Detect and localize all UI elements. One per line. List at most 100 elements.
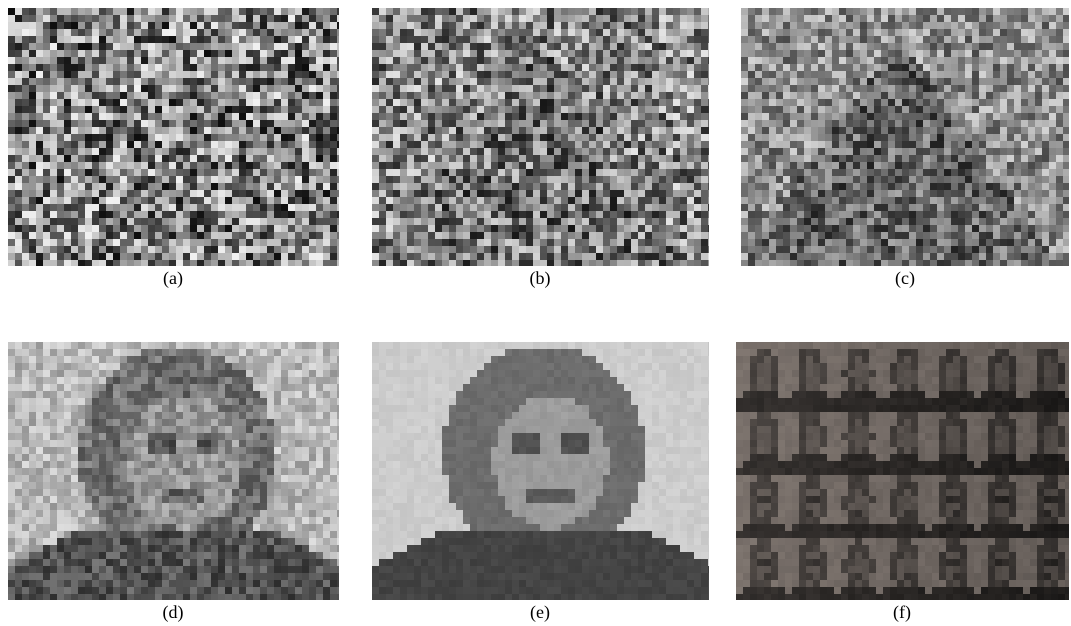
pixel xyxy=(190,225,197,232)
pixel xyxy=(839,155,846,162)
pixel xyxy=(379,8,386,15)
pixel xyxy=(839,169,846,176)
pixel xyxy=(652,113,659,120)
pixel xyxy=(860,71,867,78)
pixel xyxy=(120,71,127,78)
pixel xyxy=(484,253,491,260)
pixel xyxy=(470,22,477,29)
pixel xyxy=(701,85,708,92)
pixel xyxy=(769,155,776,162)
pixel xyxy=(463,260,470,266)
pixel xyxy=(631,169,638,176)
pixel xyxy=(414,78,421,85)
pixel xyxy=(694,127,701,134)
pixel xyxy=(211,64,218,71)
pixel xyxy=(554,141,561,148)
pixel xyxy=(1000,211,1007,218)
pixel xyxy=(57,8,64,15)
pixel xyxy=(148,120,155,127)
pixel xyxy=(666,15,673,22)
pixel xyxy=(776,197,783,204)
pixel xyxy=(456,246,463,253)
pixel xyxy=(8,162,15,169)
pixel xyxy=(568,64,575,71)
pixel xyxy=(92,78,99,85)
pixel xyxy=(50,64,57,71)
pixel xyxy=(575,120,582,127)
pixel xyxy=(204,71,211,78)
pixel xyxy=(316,155,323,162)
pixel xyxy=(169,85,176,92)
pixel xyxy=(330,253,337,260)
pixel xyxy=(323,22,330,29)
pixel xyxy=(407,85,414,92)
pixel xyxy=(993,190,1000,197)
pixel xyxy=(937,71,944,78)
pixel xyxy=(811,155,818,162)
pixel xyxy=(400,64,407,71)
pixel xyxy=(972,155,979,162)
pixel xyxy=(680,162,687,169)
pixel xyxy=(825,15,832,22)
pixel xyxy=(78,120,85,127)
pixel xyxy=(804,106,811,113)
pixel xyxy=(589,106,596,113)
pixel xyxy=(937,155,944,162)
pixel xyxy=(659,78,666,85)
pixel xyxy=(155,211,162,218)
pixel xyxy=(50,99,57,106)
pixel xyxy=(603,57,610,64)
pixel xyxy=(183,155,190,162)
pixel xyxy=(435,85,442,92)
pixel xyxy=(916,134,923,141)
pixel xyxy=(874,169,881,176)
pixel xyxy=(57,253,64,260)
pixel xyxy=(972,99,979,106)
pixel xyxy=(1000,22,1007,29)
pixel xyxy=(867,85,874,92)
pixel xyxy=(958,176,965,183)
pixel xyxy=(1035,22,1042,29)
pixel xyxy=(442,239,449,246)
pixel xyxy=(783,50,790,57)
pixel xyxy=(442,197,449,204)
pixel xyxy=(155,113,162,120)
pixel xyxy=(1021,92,1028,99)
pixel xyxy=(1028,148,1035,155)
pixel xyxy=(246,36,253,43)
pixel xyxy=(43,239,50,246)
pixel xyxy=(979,29,986,36)
pixel xyxy=(246,253,253,260)
pixel xyxy=(267,8,274,15)
pixel xyxy=(673,260,680,266)
pixel xyxy=(8,232,15,239)
pixel xyxy=(825,78,832,85)
pixel xyxy=(659,29,666,36)
pixel xyxy=(568,106,575,113)
pixel xyxy=(414,246,421,253)
pixel xyxy=(1021,120,1028,127)
pixel xyxy=(204,148,211,155)
figure: (a) (b) (c) (d) (e) (f) xyxy=(0,0,1071,626)
pixel xyxy=(512,253,519,260)
pixel xyxy=(330,218,337,225)
pixel xyxy=(8,29,15,36)
pixel xyxy=(839,85,846,92)
pixel xyxy=(106,85,113,92)
pixel xyxy=(78,43,85,50)
pixel xyxy=(694,246,701,253)
pixel xyxy=(57,162,64,169)
pixel xyxy=(708,106,709,113)
pixel xyxy=(582,246,589,253)
pixel xyxy=(148,253,155,260)
pixel xyxy=(687,232,694,239)
pixel xyxy=(141,15,148,22)
pixel xyxy=(127,176,134,183)
pixel xyxy=(804,36,811,43)
pixel xyxy=(218,29,225,36)
pixel xyxy=(937,169,944,176)
pixel xyxy=(1000,127,1007,134)
pixel xyxy=(491,15,498,22)
pixel xyxy=(85,78,92,85)
pixel xyxy=(708,204,709,211)
